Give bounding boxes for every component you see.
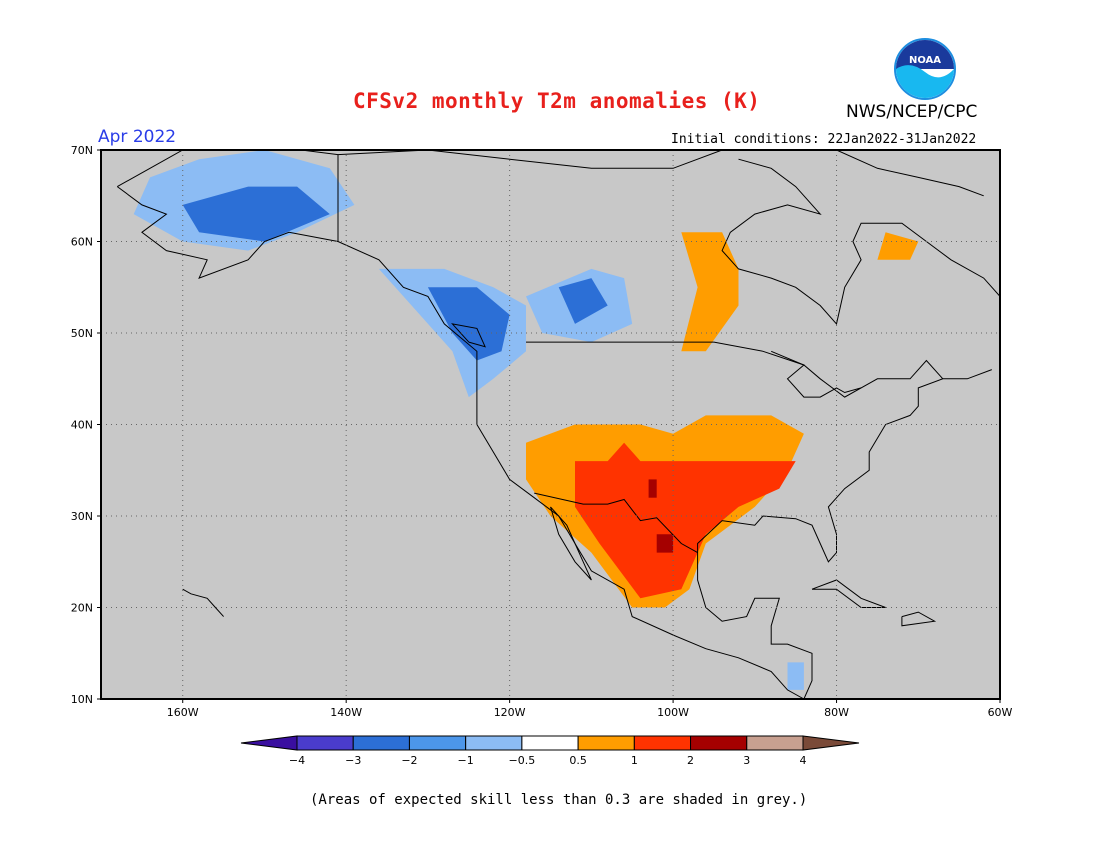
lon-tick-label: 120W bbox=[494, 706, 526, 719]
skill-note: (Areas of expected skill less than 0.3 a… bbox=[310, 792, 808, 808]
coastline-segment bbox=[901, 611, 937, 627]
colorbar-label: −1 bbox=[458, 754, 474, 767]
noaa-logo-icon: NOAA bbox=[894, 38, 956, 100]
colorbar-label: −0.5 bbox=[509, 754, 536, 767]
colorbar-label: 2 bbox=[687, 754, 694, 767]
land-outlines bbox=[117, 150, 1000, 699]
lon-tick-label: 100W bbox=[657, 706, 689, 719]
colorbar-bin bbox=[690, 735, 748, 751]
colorbar-label: 4 bbox=[800, 754, 807, 767]
lat-tick-label: 40N bbox=[71, 419, 93, 432]
valid-month-label: Apr 2022 bbox=[98, 127, 177, 147]
region-panhandle-hotspot bbox=[648, 479, 657, 498]
colorbar-bin bbox=[577, 735, 635, 751]
region-alaska-cold-core bbox=[182, 186, 330, 242]
lat-tick-label: 70N bbox=[71, 144, 93, 157]
map-frame bbox=[100, 149, 1001, 700]
colorbar-bin bbox=[521, 735, 579, 751]
colorbar-label: −4 bbox=[289, 754, 305, 767]
lon-tick-label: 60W bbox=[988, 706, 1013, 719]
colorbar-label: 0.5 bbox=[569, 754, 587, 767]
colorbar: −4 −3 −2 −1 −0.5 0.5 1 2 3 4 bbox=[240, 735, 860, 767]
coastline-segment bbox=[534, 492, 698, 554]
region-prairie-cold-core bbox=[558, 278, 608, 324]
colorbar-label: −3 bbox=[345, 754, 361, 767]
coastline-segment bbox=[451, 323, 486, 348]
colorbar-bin bbox=[465, 735, 523, 751]
anomaly-regions bbox=[133, 150, 919, 690]
coastline-segment bbox=[526, 341, 944, 398]
map-title: CFSv2 monthly T2m anomalies (K) bbox=[353, 89, 761, 113]
map-background bbox=[101, 150, 1000, 699]
initial-conditions-label: Initial conditions: 22Jan2022-31Jan2022 bbox=[671, 132, 977, 147]
coastline-segment bbox=[811, 579, 886, 608]
coastline-segment bbox=[721, 158, 1000, 325]
colorbar-label: −2 bbox=[401, 754, 417, 767]
lat-tick-label: 30N bbox=[71, 510, 93, 523]
colorbar-high-arrow bbox=[802, 735, 860, 751]
colorbar-bin bbox=[296, 735, 354, 751]
colorbar-bin bbox=[633, 735, 692, 751]
lon-tick-label: 80W bbox=[824, 706, 849, 719]
lat-tick-label: 50N bbox=[71, 327, 93, 340]
colorbar-bin bbox=[352, 735, 410, 751]
region-northwest-cold-core bbox=[427, 287, 510, 361]
region-hudson-warm bbox=[681, 232, 739, 352]
region-south-central-hot bbox=[575, 442, 796, 599]
lat-tick-label: 60N bbox=[71, 236, 93, 249]
region-northwest-cold bbox=[378, 268, 526, 398]
region-labrador-warm bbox=[877, 232, 919, 260]
lon-tick-label: 160W bbox=[167, 706, 199, 719]
agency-label: NWS/NCEP/CPC bbox=[846, 102, 978, 122]
coastline-segment bbox=[182, 588, 224, 617]
coastline-segment bbox=[117, 186, 805, 699]
region-prairie-cold bbox=[526, 268, 633, 343]
lat-tick-label: 10N bbox=[71, 693, 93, 706]
coastline-segment bbox=[117, 150, 723, 188]
colorbar-bin bbox=[746, 735, 804, 751]
colorbar-low-arrow bbox=[240, 735, 298, 751]
logo-text: NOAA bbox=[909, 55, 941, 66]
coastline-segment bbox=[550, 506, 592, 581]
colorbar-label: 1 bbox=[631, 754, 638, 767]
map-gridlines bbox=[101, 150, 1000, 699]
lat-tick-label: 20N bbox=[71, 602, 93, 615]
colorbar-label: 3 bbox=[743, 754, 750, 767]
latitude-ticks: 10N 20N 30N 40N 50N 60N 70N bbox=[71, 144, 101, 706]
region-south-central-warm bbox=[526, 415, 804, 608]
region-central-america-cold bbox=[787, 662, 804, 690]
longitude-ticks: 160W 140W 120W 100W 80W 60W bbox=[167, 699, 1013, 719]
coastline-segment bbox=[836, 150, 984, 197]
coastline-segment bbox=[697, 369, 992, 699]
region-texas-hotspot bbox=[656, 534, 674, 553]
lon-tick-label: 140W bbox=[330, 706, 362, 719]
coastline-segment bbox=[771, 350, 862, 398]
colorbar-bin bbox=[408, 735, 467, 751]
region-alaska-cold bbox=[133, 150, 355, 251]
